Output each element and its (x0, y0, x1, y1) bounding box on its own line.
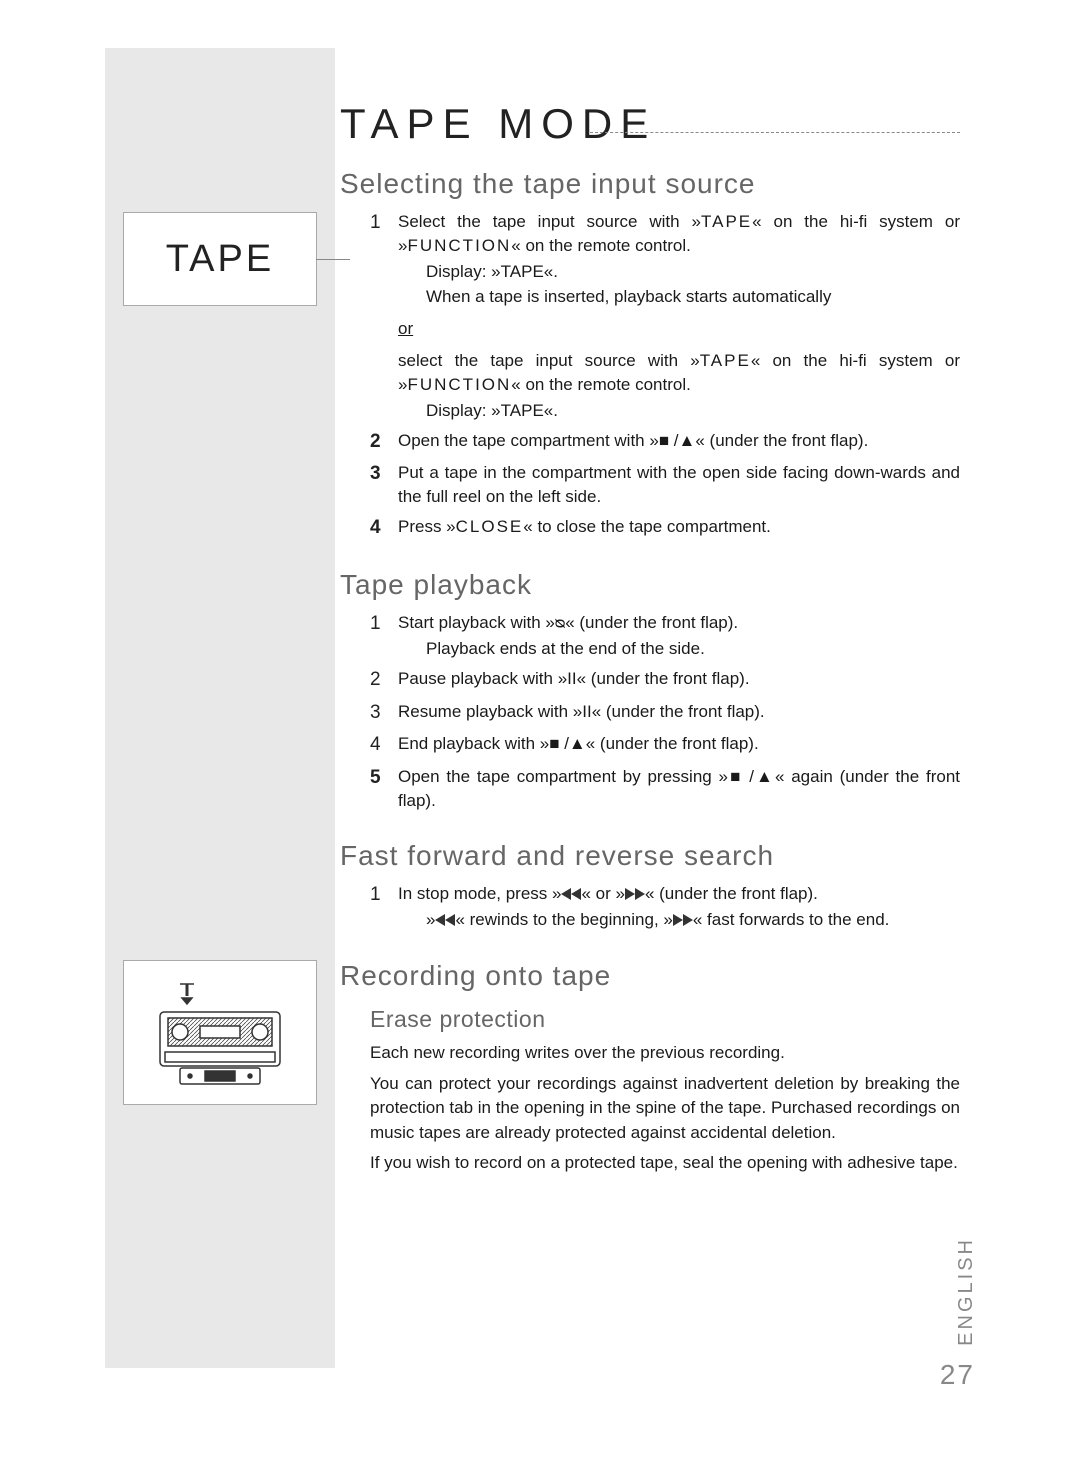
display-box-text: TAPE (166, 238, 274, 281)
page-title: TAPE MODE (340, 100, 656, 148)
step: select the tape input source with »TAPE«… (370, 349, 960, 422)
content: Selecting the tape input source 1 Select… (340, 168, 960, 1182)
step-num: 1 (370, 210, 398, 309)
step-body: In stop mode, press »« or »« (under the … (398, 882, 960, 932)
page-number: 27 (940, 1359, 975, 1391)
step-body: Put a tape in the compartment with the o… (398, 461, 960, 509)
step-num: 4 (370, 732, 398, 759)
subheading-erase: Erase protection (370, 1006, 960, 1033)
language-label: ENGLISH (955, 1237, 978, 1346)
cassette-illustration (123, 960, 317, 1105)
step-body: Open the tape compartment with »■ /▲« (u… (398, 429, 960, 456)
cassette-icon (150, 978, 290, 1088)
step-num: 3 (370, 700, 398, 727)
forward-icon (683, 914, 693, 926)
paragraph: Each new recording writes over the previ… (370, 1041, 960, 1066)
step: 5 Open the tape compartment by pressing … (370, 765, 960, 813)
display-box: TAPE (123, 212, 317, 306)
step: 4 End playback with »■ /▲« (under the fr… (370, 732, 960, 759)
step-num: 2 (370, 667, 398, 694)
rewind-icon (445, 914, 455, 926)
step-body: Press »CLOSE« to close the tape compartm… (398, 515, 960, 542)
heading-playback: Tape playback (340, 569, 960, 601)
rewind-icon (435, 914, 445, 926)
heading-ffwd: Fast forward and reverse search (340, 840, 960, 872)
forward-icon (635, 888, 645, 900)
heading-recording: Recording onto tape (340, 960, 960, 992)
step: 2 Pause playback with »II« (under the fr… (370, 667, 960, 694)
step: 3 Resume playback with »II« (under the f… (370, 700, 960, 727)
step-num: 3 (370, 461, 398, 509)
paragraph: You can protect your recordings against … (370, 1072, 960, 1146)
step-num: 2 (370, 429, 398, 456)
step-num: 4 (370, 515, 398, 542)
step: 3 Put a tape in the compartment with the… (370, 461, 960, 509)
step: 1 Select the tape input source with »TAP… (370, 210, 960, 309)
step: 2 Open the tape compartment with »■ /▲« … (370, 429, 960, 456)
paragraph: If you wish to record on a protected tap… (370, 1151, 960, 1176)
title-rule (590, 132, 960, 133)
forward-icon (625, 888, 635, 900)
step-body: Select the tape input source with »TAPE«… (398, 210, 960, 309)
rewind-icon (561, 888, 571, 900)
step: 1 Start playback with »ᴓ« (under the fro… (370, 611, 960, 661)
forward-icon (673, 914, 683, 926)
step-body: Pause playback with »II« (under the fron… (398, 667, 960, 694)
rewind-icon (571, 888, 581, 900)
or-divider: or (398, 319, 960, 339)
step-body: Start playback with »ᴓ« (under the front… (398, 611, 960, 661)
step-num: 1 (370, 611, 398, 661)
step-body: select the tape input source with »TAPE«… (398, 349, 960, 422)
step-body: Open the tape compartment by pressing »■… (398, 765, 960, 813)
step: 1 In stop mode, press »« or »« (under th… (370, 882, 960, 932)
step-num: 1 (370, 882, 398, 932)
step-body: Resume playback with »II« (under the fro… (398, 700, 960, 727)
step-num: 5 (370, 765, 398, 813)
step: 4 Press »CLOSE« to close the tape compar… (370, 515, 960, 542)
heading-selecting: Selecting the tape input source (340, 168, 960, 200)
step-body: End playback with »■ /▲« (under the fron… (398, 732, 960, 759)
